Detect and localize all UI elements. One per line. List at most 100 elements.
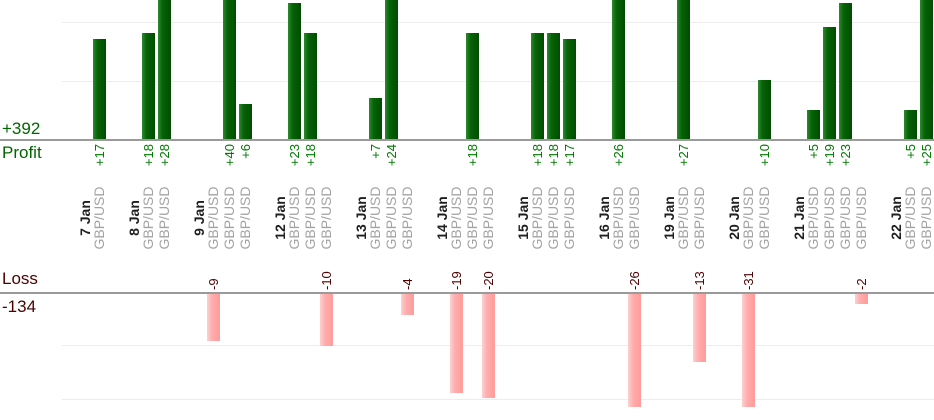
instrument-label: GBP/USD [302, 186, 318, 250]
profit-total-label: +392 [2, 119, 41, 138]
loss-bar-value-label: -2 [854, 278, 869, 290]
instrument-label: GBP/USD [675, 186, 691, 250]
profit-bar-value-label: +23 [838, 144, 853, 167]
profit-bar-value-label: +17 [562, 144, 577, 167]
loss-bar [320, 294, 333, 346]
profit-bar-value-label: +27 [676, 144, 691, 167]
profit-bar [158, 0, 171, 139]
profit-bar-value-label: +25 [919, 144, 934, 167]
profit-bar-value-label: +5 [806, 144, 821, 159]
profit-axis-line [0, 139, 934, 141]
loss-bar [401, 294, 414, 315]
profit-bar-value-label: +18 [465, 144, 480, 167]
profit-bar [547, 32, 560, 139]
profit-bar [758, 80, 771, 139]
profit-bar-value-label: +18 [530, 144, 545, 167]
profit-bar [839, 3, 852, 139]
instrument-label: GBP/USD [221, 186, 237, 250]
instrument-label: GBP/USD [237, 186, 253, 250]
instrument-label: GBP/USD [691, 186, 707, 250]
profit-gridline-20 [62, 22, 934, 23]
instrument-label: GBP/USD [140, 186, 156, 250]
profit-bar [304, 32, 317, 139]
profit-axis-title: Profit [2, 143, 42, 162]
instrument-label: GBP/USD [529, 186, 545, 250]
loss-bar-value-label: -10 [319, 271, 334, 290]
profit-bar-value-label: +7 [368, 144, 383, 159]
loss-bar-value-label: -4 [400, 278, 415, 290]
profit-bar-value-label: +23 [287, 144, 302, 167]
instrument-label: GBP/USD [383, 186, 399, 250]
loss-bar [628, 294, 641, 407]
loss-bar [482, 294, 495, 398]
instrument-label: GBP/USD [805, 186, 821, 250]
instrument-label: GBP/USD [561, 186, 577, 250]
profit-bar-value-label: +10 [757, 144, 772, 167]
profit-bar-value-label: +18 [303, 144, 318, 167]
instrument-label: GBP/USD [902, 186, 918, 250]
profit-bar [385, 0, 398, 139]
profit-gridline-10 [62, 81, 934, 82]
instrument-label: GBP/USD [740, 186, 756, 250]
loss-axis-line [0, 292, 934, 294]
instrument-label: GBP/USD [756, 186, 772, 250]
profit-bar [239, 103, 252, 139]
profit-bar-value-label: +19 [822, 144, 837, 167]
profit-bar [563, 38, 576, 139]
profit-bar [807, 109, 820, 139]
profit-bar-value-label: +40 [222, 144, 237, 167]
profit-bar [531, 32, 544, 139]
loss-bar [207, 294, 220, 341]
loss-bar-value-label: -13 [692, 271, 707, 290]
profit-bar-value-label: +6 [238, 144, 253, 159]
instrument-label: GBP/USD [853, 186, 869, 250]
profit-bar [823, 26, 836, 139]
instrument-label: GBP/USD [367, 186, 383, 250]
instrument-label: GBP/USD [545, 186, 561, 250]
loss-bar-value-label: -19 [449, 271, 464, 290]
instrument-label: GBP/USD [480, 186, 496, 250]
profit-bar [369, 97, 382, 139]
profit-bar-value-label: +28 [157, 144, 172, 167]
profit-bar-value-label: +18 [546, 144, 561, 167]
loss-bar-value-label: -20 [481, 271, 496, 290]
instrument-label: GBP/USD [318, 186, 334, 250]
profit-bar [612, 0, 625, 139]
loss-bar [742, 294, 755, 407]
profit-bar [93, 38, 106, 139]
instrument-label: GBP/USD [918, 186, 934, 250]
loss-bar-value-label: -31 [741, 271, 756, 290]
loss-bar-value-label: -9 [206, 278, 221, 290]
profit-bar [920, 0, 933, 139]
loss-gridline-10 [62, 345, 934, 346]
loss-bar [855, 294, 868, 305]
instrument-label: GBP/USD [399, 186, 415, 250]
loss-bar-value-label: -26 [627, 271, 642, 290]
profit-bar [142, 32, 155, 139]
instrument-label: GBP/USD [286, 186, 302, 250]
instrument-label: GBP/USD [91, 186, 107, 250]
instrument-label: GBP/USD [205, 186, 221, 250]
profit-bar-value-label: +5 [903, 144, 918, 159]
profit-bar-value-label: +17 [92, 144, 107, 167]
profit-bar [904, 109, 917, 139]
profit-bar [677, 0, 690, 139]
profit-bar-value-label: +18 [141, 144, 156, 167]
instrument-label: GBP/USD [464, 186, 480, 250]
profit-bar-value-label: +26 [611, 144, 626, 167]
profit-bar [223, 0, 236, 139]
profit-bar [288, 3, 301, 139]
loss-bar [450, 294, 463, 393]
instrument-label: GBP/USD [610, 186, 626, 250]
profit-bar [466, 32, 479, 139]
profit-bar-value-label: +24 [384, 144, 399, 167]
instrument-label: GBP/USD [837, 186, 853, 250]
loss-bar [693, 294, 706, 362]
instrument-label: GBP/USD [821, 186, 837, 250]
instrument-label: GBP/USD [448, 186, 464, 250]
loss-axis-title: Loss [2, 269, 38, 288]
instrument-label: GBP/USD [626, 186, 642, 250]
loss-gridline-20 [62, 399, 934, 400]
instrument-label: GBP/USD [156, 186, 172, 250]
